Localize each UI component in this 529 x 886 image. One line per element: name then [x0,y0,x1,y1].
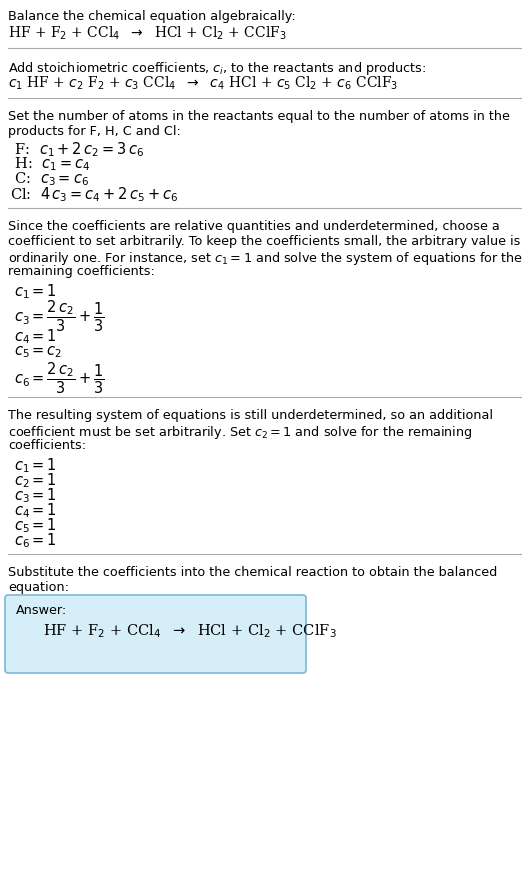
Text: Set the number of atoms in the reactants equal to the number of atoms in the: Set the number of atoms in the reactants… [8,110,510,123]
Text: equation:: equation: [8,581,69,594]
Text: F:  $c_1 + 2\,c_2 = 3\,c_6$: F: $c_1 + 2\,c_2 = 3\,c_6$ [10,140,144,159]
Text: $c_4 = 1$: $c_4 = 1$ [14,327,57,346]
Text: $c_2 = 1$: $c_2 = 1$ [14,471,57,490]
Text: C:  $c_3 = c_6$: C: $c_3 = c_6$ [10,170,89,188]
Text: $c_3 = 1$: $c_3 = 1$ [14,486,57,505]
Text: $c_1$ HF + $c_2$ F$_2$ + $c_3$ CCl$_4$  $\rightarrow$  $c_4$ HCl + $c_5$ Cl$_2$ : $c_1$ HF + $c_2$ F$_2$ + $c_3$ CCl$_4$ $… [8,75,398,92]
Text: Substitute the coefficients into the chemical reaction to obtain the balanced: Substitute the coefficients into the che… [8,566,497,579]
Text: coefficient must be set arbitrarily. Set $c_2 = 1$ and solve for the remaining: coefficient must be set arbitrarily. Set… [8,424,472,441]
Text: $c_5 = 1$: $c_5 = 1$ [14,516,57,534]
Text: products for F, H, C and Cl:: products for F, H, C and Cl: [8,125,181,138]
Text: remaining coefficients:: remaining coefficients: [8,265,155,278]
Text: $c_5 = c_2$: $c_5 = c_2$ [14,344,62,360]
Text: $c_1 = 1$: $c_1 = 1$ [14,282,57,300]
Text: $c_3 = \dfrac{2\,c_2}{3} + \dfrac{1}{3}$: $c_3 = \dfrac{2\,c_2}{3} + \dfrac{1}{3}$ [14,299,105,334]
Text: coefficients:: coefficients: [8,439,86,452]
Text: $c_6 = 1$: $c_6 = 1$ [14,531,57,549]
Text: $c_6 = \dfrac{2\,c_2}{3} + \dfrac{1}{3}$: $c_6 = \dfrac{2\,c_2}{3} + \dfrac{1}{3}$ [14,361,105,396]
Text: coefficient to set arbitrarily. To keep the coefficients small, the arbitrary va: coefficient to set arbitrarily. To keep … [8,235,521,248]
Text: H:  $c_1 = c_4$: H: $c_1 = c_4$ [10,155,90,173]
Text: $c_1 = 1$: $c_1 = 1$ [14,456,57,475]
Text: HF + F$_2$ + CCl$_4$  $\rightarrow$  HCl + Cl$_2$ + CClF$_3$: HF + F$_2$ + CCl$_4$ $\rightarrow$ HCl +… [43,622,336,640]
Text: Since the coefficients are relative quantities and underdetermined, choose a: Since the coefficients are relative quan… [8,220,500,233]
Text: $c_4 = 1$: $c_4 = 1$ [14,501,57,520]
Text: Add stoichiometric coefficients, $c_i$, to the reactants and products:: Add stoichiometric coefficients, $c_i$, … [8,60,426,77]
Text: ordinarily one. For instance, set $c_1 = 1$ and solve the system of equations fo: ordinarily one. For instance, set $c_1 =… [8,250,523,267]
Text: Balance the chemical equation algebraically:: Balance the chemical equation algebraica… [8,10,296,23]
FancyBboxPatch shape [5,595,306,673]
Text: HF + F$_2$ + CCl$_4$  $\rightarrow$  HCl + Cl$_2$ + CClF$_3$: HF + F$_2$ + CCl$_4$ $\rightarrow$ HCl +… [8,25,287,43]
Text: Answer:: Answer: [16,604,67,617]
Text: The resulting system of equations is still underdetermined, so an additional: The resulting system of equations is sti… [8,409,493,422]
Text: Cl:  $4\,c_3 = c_4 + 2\,c_5 + c_6$: Cl: $4\,c_3 = c_4 + 2\,c_5 + c_6$ [10,185,178,204]
